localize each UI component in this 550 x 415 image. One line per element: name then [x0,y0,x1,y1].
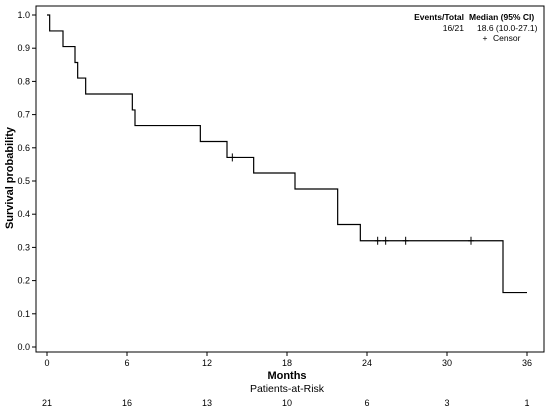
y-tick-label: 0.5 [17,176,30,186]
censor-mark [229,153,235,161]
y-tick-label: 0.3 [17,242,30,252]
y-tick-label: 0.9 [17,43,30,53]
censor-mark [375,237,381,245]
x-tick-label: 18 [282,358,292,368]
risk-count: 1 [524,398,529,408]
risk-table-title: Patients-at-Risk [250,383,325,395]
legend-censor-label: Censor [493,33,521,43]
y-tick-label: 0.7 [17,110,30,120]
censor-mark [383,237,389,245]
risk-count: 21 [42,398,52,408]
risk-table-counts: 21 16 13 10 6 3 1 [42,398,530,408]
y-axis-ticks: 0.0 0.1 0.2 0.3 0.4 0.5 0.6 0.7 0.8 0.9 1.0 [17,10,36,352]
legend: Events/Total Median (95% CI) 16/21 18.6 … [414,12,538,43]
x-axis-title: Months [267,370,306,382]
x-tick-label: 12 [202,358,212,368]
x-axis-ticks: 0 6 12 18 24 30 36 [44,352,532,368]
risk-count: 3 [444,398,449,408]
y-tick-label: 0.4 [17,209,30,219]
plot-frame [36,6,544,352]
x-tick-label: 24 [362,358,372,368]
x-tick-label: 36 [522,358,532,368]
y-tick-label: 1.0 [17,10,30,20]
y-axis-title: Survival probability [4,126,16,229]
x-tick-label: 6 [124,358,129,368]
y-tick-label: 0.8 [17,76,30,86]
survival-curve [47,15,527,293]
legend-header-events: Events/Total [414,12,464,22]
legend-median-value: 18.6 (10.0-27.1) [477,23,538,33]
legend-header-median: Median (95% CI) [469,12,534,22]
x-tick-label: 30 [442,358,452,368]
y-tick-label: 0.1 [17,309,30,319]
y-tick-label: 0.0 [17,342,30,352]
risk-count: 13 [202,398,212,408]
y-tick-label: 0.6 [17,143,30,153]
risk-count: 10 [282,398,292,408]
risk-count: 6 [364,398,369,408]
x-tick-label: 0 [44,358,49,368]
legend-censor-symbol: + [483,33,488,43]
legend-events-value: 16/21 [443,23,465,33]
risk-count: 16 [122,398,132,408]
censor-mark [468,237,474,245]
censor-marks [229,153,474,244]
y-tick-label: 0.2 [17,276,30,286]
censor-mark [403,237,409,245]
